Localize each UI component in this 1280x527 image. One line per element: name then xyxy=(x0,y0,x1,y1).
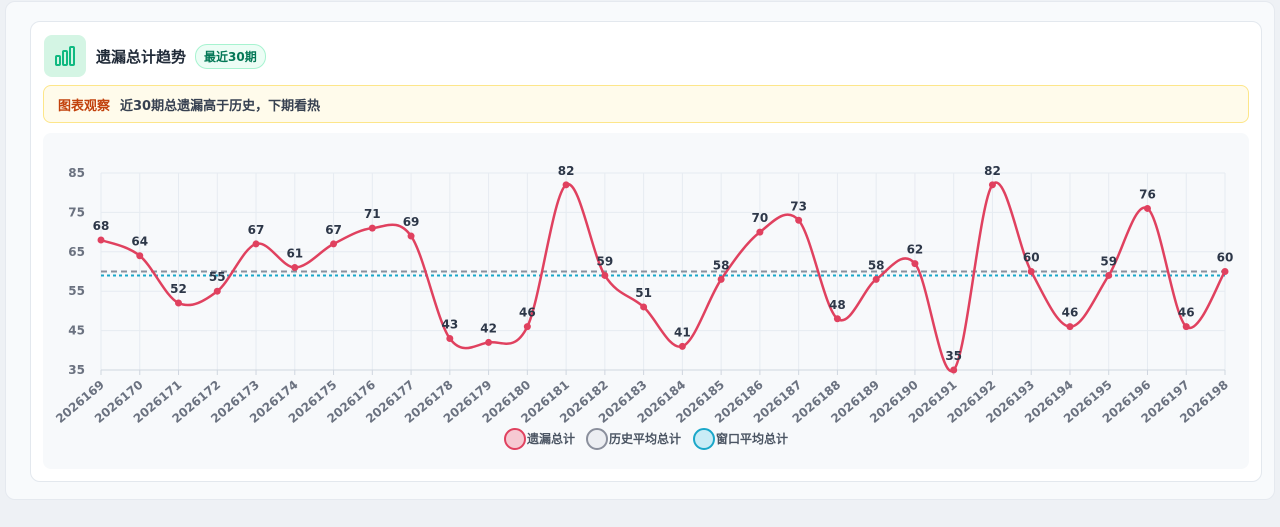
y-tick-label: 45 xyxy=(68,324,85,338)
data-point xyxy=(756,228,764,236)
data-label: 46 xyxy=(1062,306,1079,320)
bar-chart-icon xyxy=(44,35,86,77)
data-point xyxy=(988,181,996,189)
data-point xyxy=(1027,268,1035,275)
data-label: 55 xyxy=(209,270,226,284)
card-title: 遗漏总计趋势 xyxy=(96,47,187,66)
observation-banner: 图表观察 近30期总遗漏高于历史，下期看热 xyxy=(43,85,1249,123)
data-point xyxy=(1066,323,1074,331)
data-label: 60 xyxy=(1023,251,1040,265)
data-point xyxy=(252,240,260,248)
data-point xyxy=(291,264,299,272)
outer-panel: 遗漏总计趋势 最近30期 图表观察 近30期总遗漏高于历史，下期看热 35 45 5… xyxy=(5,1,1275,500)
data-label: 43 xyxy=(441,317,458,331)
y-tick-label: 65 xyxy=(68,245,85,259)
data-label: 59 xyxy=(597,254,614,268)
data-label: 61 xyxy=(286,247,303,261)
data-label: 73 xyxy=(790,199,807,213)
data-point xyxy=(330,240,338,248)
legend-swatch xyxy=(693,428,715,450)
data-label: 82 xyxy=(984,164,1001,178)
data-label: 59 xyxy=(1100,254,1117,268)
data-label: 41 xyxy=(674,325,691,339)
data-point xyxy=(368,224,376,232)
period-badge: 最近30期 xyxy=(195,43,266,69)
data-label: 71 xyxy=(364,207,381,221)
y-tick-label: 35 xyxy=(68,363,85,377)
data-label: 60 xyxy=(1217,251,1234,265)
data-label: 67 xyxy=(325,223,342,237)
data-point xyxy=(717,275,725,283)
legend-label: 窗口平均总计 xyxy=(716,431,788,446)
data-label: 42 xyxy=(480,321,497,335)
legend-swatch xyxy=(586,428,608,450)
y-tick-label: 85 xyxy=(68,166,85,180)
data-point xyxy=(833,315,841,323)
data-point xyxy=(872,275,880,283)
data-label: 58 xyxy=(868,258,885,272)
legend-swatch xyxy=(504,428,526,450)
data-label: 67 xyxy=(248,223,265,237)
data-label: 48 xyxy=(829,298,846,312)
data-label: 68 xyxy=(93,219,110,233)
data-label: 76 xyxy=(1139,187,1156,201)
data-label: 46 xyxy=(519,306,536,320)
data-point xyxy=(1143,204,1151,212)
data-label: 62 xyxy=(907,243,924,257)
data-label: 46 xyxy=(1178,306,1195,320)
data-point xyxy=(1105,271,1113,279)
y-tick-label: 55 xyxy=(68,284,85,298)
observation-label: 图表观察 xyxy=(58,98,111,114)
trend-card: 遗漏总计趋势 最近30期 图表观察 近30期总遗漏高于历史，下期看热 35 45 5… xyxy=(30,21,1262,482)
data-point xyxy=(97,236,105,244)
chart-area: 35 45 55 65 75 85 2026169 2026170 2026171 2026172… xyxy=(43,133,1249,469)
data-point xyxy=(446,334,454,342)
card-header: 遗漏总计趋势 最近30期 xyxy=(44,34,266,78)
data-label: 52 xyxy=(170,282,187,296)
data-point xyxy=(1221,268,1229,275)
data-label: 35 xyxy=(945,349,962,363)
data-label: 58 xyxy=(713,258,730,272)
legend-label: 遗漏总计 xyxy=(526,431,575,446)
data-point xyxy=(523,323,531,331)
data-point xyxy=(911,260,919,268)
data-point xyxy=(213,287,221,295)
y-tick-label: 75 xyxy=(68,205,85,219)
observation-text: 近30期总遗漏高于历史，下期看热 xyxy=(120,98,321,114)
missing-total-line xyxy=(100,181,1227,373)
data-point xyxy=(407,232,415,240)
data-point xyxy=(175,299,183,307)
data-point xyxy=(950,366,958,374)
data-label: 82 xyxy=(558,164,575,178)
data-point xyxy=(601,271,609,279)
data-point xyxy=(795,216,803,224)
data-label: 51 xyxy=(635,286,652,300)
data-point xyxy=(1182,323,1190,331)
data-point xyxy=(485,338,493,346)
data-point xyxy=(136,252,144,260)
legend-label: 历史平均总计 xyxy=(609,431,681,446)
data-label: 64 xyxy=(131,235,148,249)
data-label: 70 xyxy=(752,211,769,225)
line-chart: 3545556575852026169202617020261712026172… xyxy=(53,164,1234,450)
data-label: 69 xyxy=(403,215,420,229)
data-point xyxy=(562,181,570,189)
data-point xyxy=(678,342,686,350)
data-point xyxy=(640,303,648,311)
